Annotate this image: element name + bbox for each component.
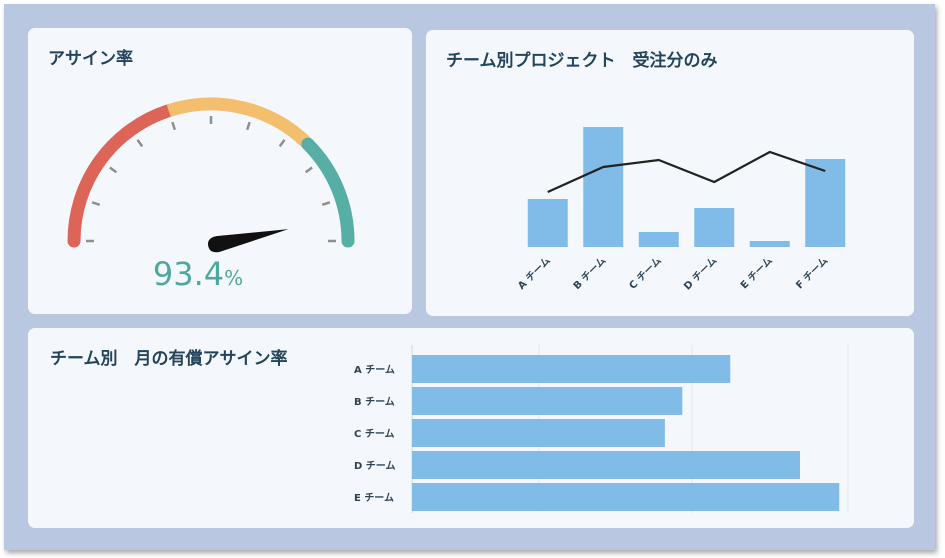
gauge-chart: 93.4% [67,97,355,293]
gauge-tick [321,201,331,207]
team-bar[interactable] [412,387,683,415]
project-chart-title: チーム別プロジェクト 受注分のみ [446,51,718,71]
gauge-band-low [67,104,176,248]
gauge-value: 93.4% [153,255,243,293]
gauge-needle [207,229,289,253]
project-x-tick-label: C チーム [627,255,664,292]
project-bar[interactable] [583,127,624,247]
team-y-tick-label: E チーム [354,492,394,504]
gauge-ticks [86,116,336,243]
gauge-tick [245,121,251,131]
gauge-tick [278,139,286,148]
gauge-tick [109,166,118,174]
gauge-band-mid [166,97,313,149]
project-bar[interactable] [805,159,846,247]
gauge-value-number: 93.4 [153,255,224,293]
team-y-tick-label: B チーム [354,396,395,408]
project-x-tick-label: F チーム [794,255,831,292]
dashboard-frame: アサイン率 93.4% チーム別プロジェクト 受注分のみ A チーム B チーム C… [4,4,935,550]
team-y-tick-label: D チーム [354,460,395,472]
project-x-tick-label: A チーム [515,255,552,292]
project-line-series [547,150,826,194]
team-y-tick-label: C チーム [354,428,395,440]
gauge-card-title: アサイン率 [48,49,133,69]
project-x-tick-label: D チーム [682,255,720,293]
team-y-tick-label: A チーム [354,364,395,376]
team-bar[interactable] [412,355,731,383]
project-bar[interactable] [694,208,735,247]
project-x-tick-label: E チーム [738,255,775,292]
project-bar[interactable] [638,232,679,247]
gauge-tick [91,201,101,207]
project-x-tick-label: B チーム [571,255,608,292]
team-bar[interactable] [412,419,665,447]
gauge-card: アサイン率 93.4% [28,28,412,314]
gauge-tick [171,121,177,131]
project-bar[interactable] [527,199,568,247]
team-bar[interactable] [412,451,801,479]
gauge-band-high [301,137,355,248]
team-bar[interactable] [412,483,840,511]
gauge-value-unit: % [224,266,243,290]
project-chart-card: チーム別プロジェクト 受注分のみ A チーム B チーム C チーム D チーム E チ… [426,30,914,316]
project-chart: A チーム B チーム C チーム D チーム E チーム F チーム [515,127,846,293]
team-assign-card: チーム別 月の有償アサイン率 A チーム B チーム C チーム D チーム E チーム [28,328,914,528]
gauge-tick [136,139,144,148]
team-assign-title: チーム別 月の有償アサイン率 [50,349,288,369]
team-assign-chart: A チーム B チーム C チーム D チーム E チーム [354,345,849,513]
gauge-tick [304,166,313,174]
project-bar[interactable] [749,241,790,247]
